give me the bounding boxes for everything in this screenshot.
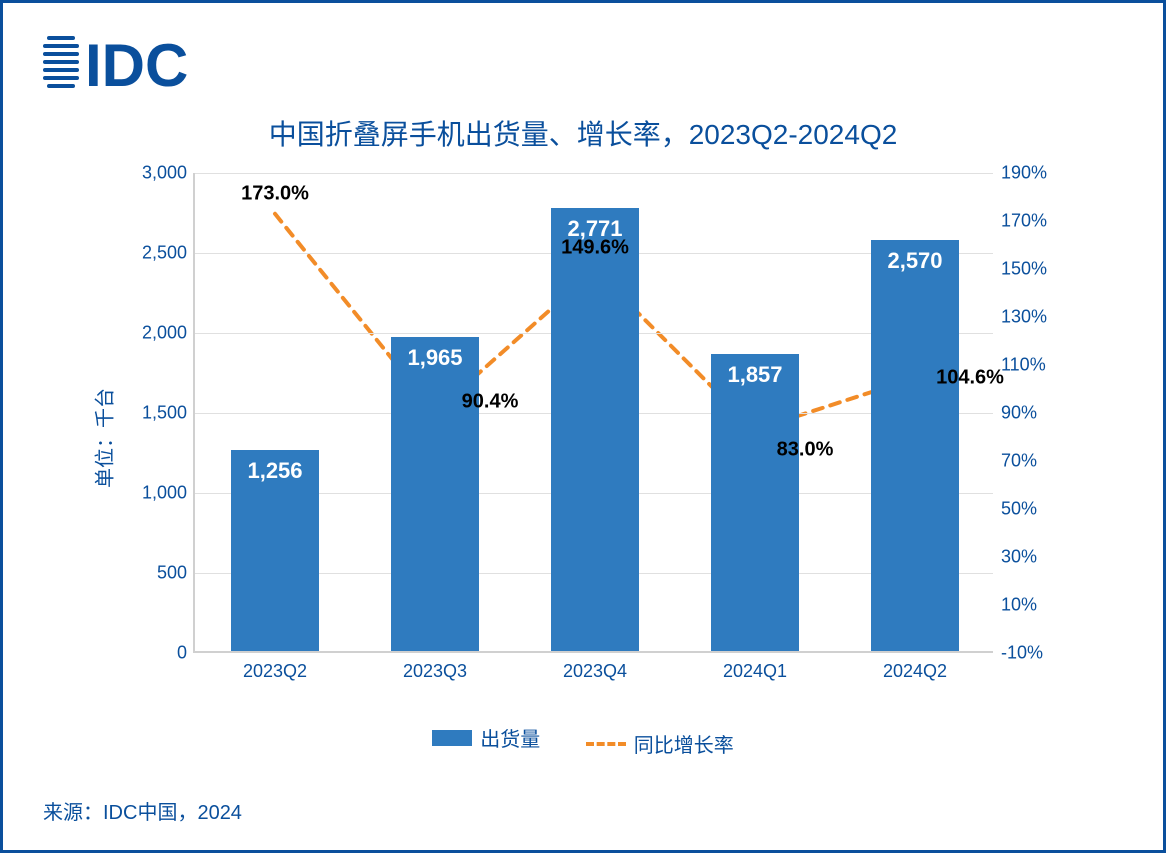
bar: 2,771	[551, 208, 639, 651]
chart-title: 中国折叠屏手机出货量、增长率，2023Q2-2024Q2	[3, 113, 1163, 153]
growth-value-label: 149.6%	[561, 236, 629, 259]
y2-tick-label: 70%	[1001, 451, 1037, 472]
x-tick-label: 2023Q4	[563, 661, 627, 682]
legend-bar-swatch	[432, 730, 472, 746]
bar: 2,570	[871, 240, 959, 651]
bar: 1,256	[231, 450, 319, 651]
bar: 1,857	[711, 354, 799, 651]
legend-line-swatch	[586, 742, 626, 746]
plot-area: 05001,0001,5002,0002,5003,000-10%10%30%5…	[193, 173, 993, 653]
y2-tick-label: 50%	[1001, 499, 1037, 520]
y2-tick-label: 130%	[1001, 307, 1047, 328]
bar: 1,965	[391, 337, 479, 651]
y1-tick-label: 3,000	[142, 163, 187, 184]
growth-value-label: 90.4%	[462, 391, 519, 414]
x-tick-label: 2023Q3	[403, 661, 467, 682]
legend-item-line: 同比增长率	[586, 729, 734, 758]
y2-tick-label: 90%	[1001, 403, 1037, 424]
idc-logo: IDC	[43, 28, 243, 103]
growth-value-label: 83.0%	[777, 438, 834, 461]
growth-value-label: 173.0%	[241, 182, 309, 205]
y1-tick-label: 1,000	[142, 483, 187, 504]
x-tick-label: 2023Q2	[243, 661, 307, 682]
growth-value-label: 104.6%	[936, 366, 1004, 389]
y1-tick-label: 1,500	[142, 403, 187, 424]
y1-tick-label: 2,500	[142, 243, 187, 264]
y2-tick-label: 190%	[1001, 163, 1047, 184]
x-tick-label: 2024Q2	[883, 661, 947, 682]
y2-tick-label: 150%	[1001, 259, 1047, 280]
y2-tick-label: 110%	[1001, 355, 1046, 376]
legend: 出货量 同比增长率	[3, 723, 1163, 758]
y1-tick-label: 2,000	[142, 323, 187, 344]
bar-value-label: 1,857	[711, 362, 799, 388]
logo-text: IDC	[85, 32, 188, 98]
y2-tick-label: 30%	[1001, 547, 1037, 568]
y2-tick-label: -10%	[1001, 643, 1043, 664]
bar-value-label: 2,570	[871, 248, 959, 274]
bar-value-label: 1,256	[231, 458, 319, 484]
legend-line-label: 同比增长率	[634, 729, 734, 758]
y1-tick-label: 500	[157, 563, 187, 584]
source-text: 来源：IDC中国，2024	[43, 796, 242, 825]
x-tick-label: 2024Q1	[723, 661, 787, 682]
y2-tick-label: 170%	[1001, 211, 1047, 232]
chart-area: 单位：千台 05001,0001,5002,0002,5003,000-10%1…	[133, 173, 1053, 703]
y1-tick-label: 0	[177, 643, 187, 664]
legend-bar-label: 出货量	[480, 723, 540, 752]
chart-frame: IDC 中国折叠屏手机出货量、增长率，2023Q2-2024Q2 单位：千台 0…	[0, 0, 1166, 853]
legend-item-bar: 出货量	[432, 723, 540, 752]
y2-tick-label: 10%	[1001, 595, 1037, 616]
gridline	[195, 173, 993, 174]
bar-value-label: 1,965	[391, 345, 479, 371]
y1-axis-label: 单位：千台	[89, 388, 118, 488]
